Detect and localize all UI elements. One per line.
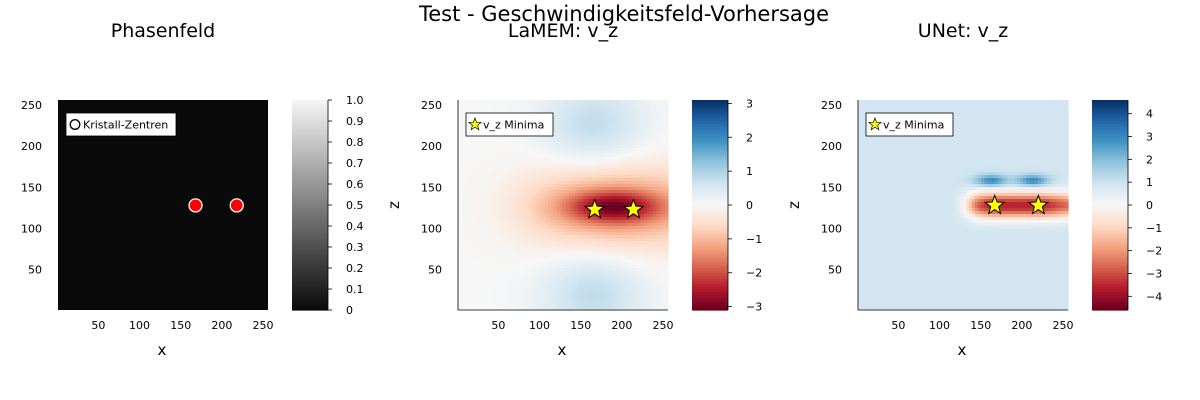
colorbar-tick-label: 1.0 [346,94,364,107]
subplot-2: LaMEM: v_z 50 100 150 200 250 50 100 150 200 250 x z… [385,20,762,359]
x-tick-label: 200 [211,319,232,332]
colorbar-tick-label: 2 [1146,153,1153,166]
legend-label: Kristall-Zentren [83,119,168,132]
y-tick-label: 150 [421,181,442,194]
colorbar-tick-label: 0 [746,199,753,212]
colorbar-tick-label: −1 [746,233,762,246]
x-tick-label: 150 [170,319,191,332]
y-tick-label: 200 [21,140,42,153]
colorbar-tick-label: 0.2 [346,262,364,275]
y-tick-label: 100 [821,222,842,235]
subplot-title: UNet: v_z [918,20,1008,42]
y-tick-label: 250 [821,99,842,112]
colorbar-tick-label: −3 [746,301,762,314]
subplot-title: Phasenfeld [111,20,216,42]
y-tick-label: 250 [21,99,42,112]
colorbar-tick-label: 0 [1146,199,1153,212]
legend-star-icon [467,116,483,131]
x-tick-label: 250 [653,319,674,332]
x-axis-label: x [158,341,167,359]
y-axis-label: z [385,201,403,209]
colorbar-tick-label: 0.7 [346,157,364,170]
colorbar-tick-label: 1 [1146,176,1153,189]
colorbar-tick-label: 0 [346,304,353,317]
y-tick-label: 200 [421,140,442,153]
colorbar-tick-label: 2 [746,131,753,144]
colorbar-tick-label: 0.4 [346,220,364,233]
x-tick-label: 200 [611,319,632,332]
colorbar: −3 −2 −1 0 1 2 3 [692,97,762,314]
crystal-center-marker [229,198,244,213]
y-tick-label: 150 [821,181,842,194]
colorbar-tick-label: 0.8 [346,136,364,149]
x-tick-label: 100 [929,319,950,332]
y-tick-label: 250 [421,99,442,112]
colorbar-tick-label: 1 [746,165,753,178]
crystal-center-marker [188,198,203,213]
colorbar-tick-label: −4 [1146,290,1162,303]
legend: v_z Minima [865,112,954,137]
colorbar-tick-label: −2 [1146,245,1162,258]
legend-label: v_z Minima [483,119,544,132]
colorbar-tick-label: 0.1 [346,283,364,296]
x-tick-label: 50 [891,319,905,332]
vz-minimum-marker [583,198,606,219]
colorbar: 0 0.1 0.2 0.3 0.4 0.5 0.6 0.7 0.8 0.9 1.0 [292,94,364,317]
x-tick-label: 100 [529,319,550,332]
colorbar-tick-label: 4 [1146,108,1153,121]
subplot-3: UNet: v_z 50 100 150 200 250 50 100 150 200 250 x z v… [785,20,1162,359]
x-tick-label: 50 [91,319,105,332]
figure-suptitle: Test - Geschwindigkeitsfeld-Vorhersage [418,2,829,26]
vz-minimum-marker [983,193,1006,215]
y-tick-label: 50 [428,264,442,277]
colorbar-tick-label: 3 [746,97,753,110]
x-tick-label: 150 [970,319,991,332]
y-axis-label: z [785,201,803,209]
x-tick-label: 250 [1053,319,1074,332]
legend: v_z Minima [465,112,554,137]
colorbar-tick-label: 3 [1146,131,1153,144]
heatmap [858,100,1069,311]
x-tick-label: 250 [253,319,274,332]
y-tick-label: 200 [821,140,842,153]
legend-circle-icon [69,119,81,130]
x-tick-label: 150 [570,319,591,332]
x-tick-label: 50 [491,319,505,332]
vz-minimum-marker [622,198,645,219]
heatmap [458,100,669,311]
subplot-1: Phasenfeld 50 100 150 200 250 50 100 150 200 250 x K… [21,20,364,359]
y-tick-label: 150 [21,181,42,194]
colorbar-tick-label: −1 [1146,222,1162,235]
colorbar-tick-label: −3 [1146,267,1162,280]
y-tick-label: 100 [421,222,442,235]
vz-minimum-marker [1027,193,1050,215]
x-tick-label: 100 [129,319,150,332]
colorbar-tick-label: −2 [746,267,762,280]
legend-label: v_z Minima [883,119,944,132]
colorbar: −4 −3 −2 −1 0 1 2 3 4 [1092,100,1162,311]
legend: Kristall-Zentren [65,112,177,137]
y-tick-label: 100 [21,222,42,235]
legend-star-icon [867,116,883,131]
colorbar-tick-label: 0.3 [346,241,364,254]
x-tick-label: 200 [1011,319,1032,332]
colorbar-tick-label: 0.5 [346,199,364,212]
x-axis-label: x [558,341,567,359]
colorbar-tick-label: 0.6 [346,178,364,191]
y-tick-label: 50 [828,264,842,277]
x-axis-label: x [958,341,967,359]
y-tick-label: 50 [28,264,42,277]
subplot-title: LaMEM: v_z [508,20,618,42]
colorbar-tick-label: 0.9 [346,115,364,128]
